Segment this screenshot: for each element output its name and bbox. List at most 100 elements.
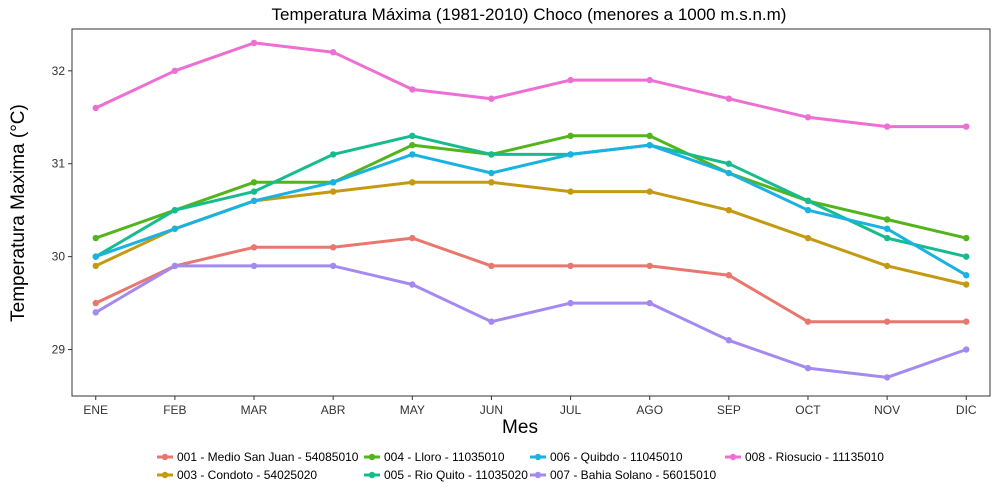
series-layer bbox=[92, 39, 970, 381]
data-point bbox=[329, 151, 337, 158]
y-axis-label: Temperatura Maxima (°C) bbox=[8, 104, 29, 322]
y-tick-label: 31 bbox=[52, 157, 66, 171]
data-point bbox=[725, 160, 733, 167]
data-point bbox=[725, 206, 733, 214]
data-point bbox=[725, 337, 733, 344]
legend-label: 004 - Lloro - 11035010 bbox=[384, 450, 505, 464]
data-point bbox=[725, 272, 733, 279]
data-point bbox=[883, 234, 891, 242]
legend-label: 007 - Bahia Solano - 56015010 bbox=[550, 468, 716, 482]
data-point bbox=[171, 262, 179, 270]
data-point bbox=[804, 234, 812, 242]
legend-item: 005 - Rio Quito - 11035020 bbox=[364, 468, 528, 482]
data-point bbox=[409, 179, 416, 186]
x-tick-label-jun: JUN bbox=[480, 403, 503, 417]
data-point bbox=[329, 49, 337, 56]
data-point bbox=[963, 123, 970, 130]
series-7 bbox=[92, 39, 970, 130]
data-point bbox=[963, 272, 970, 279]
legend: 001 - Medio San Juan - 54085010 003 - Con… bbox=[157, 450, 884, 482]
data-point bbox=[646, 299, 653, 307]
data-point bbox=[725, 95, 733, 102]
x-tick-label-ago: AGO bbox=[636, 403, 663, 417]
data-point bbox=[409, 141, 416, 149]
data-point bbox=[804, 364, 812, 372]
data-point bbox=[92, 262, 99, 270]
x-tick-label-abr: ABR bbox=[321, 403, 346, 417]
series-line bbox=[94, 264, 967, 379]
x-tick-label-nov: NOV bbox=[874, 403, 900, 417]
data-point bbox=[646, 141, 653, 149]
data-point bbox=[329, 179, 337, 186]
data-point bbox=[646, 76, 653, 84]
data-point bbox=[883, 262, 891, 270]
data-point bbox=[646, 132, 653, 140]
x-tick-label-ene: ENE bbox=[83, 403, 108, 417]
data-point bbox=[804, 197, 812, 205]
legend-item: 001 - Medio San Juan - 54085010 bbox=[157, 450, 359, 464]
data-point bbox=[804, 318, 812, 325]
data-point bbox=[488, 179, 495, 186]
legend-swatch-point bbox=[368, 471, 376, 479]
data-point bbox=[804, 206, 812, 214]
series-line bbox=[95, 41, 967, 129]
data-point bbox=[883, 318, 891, 325]
x-tick-label-oct: OCT bbox=[795, 403, 821, 417]
legend-label: 005 - Rio Quito - 11035020 bbox=[384, 468, 528, 482]
data-point bbox=[646, 188, 653, 195]
y-axis: 29 30 31 32 bbox=[52, 64, 72, 357]
data-point bbox=[171, 67, 179, 75]
chart-title: Temperatura Máxima (1981-2010) Choco (me… bbox=[272, 5, 787, 24]
x-tick-label-may: MAY bbox=[400, 403, 425, 417]
y-tick-label: 30 bbox=[52, 250, 66, 264]
legend-label: 008 - Riosucio - 11135010 bbox=[745, 450, 884, 464]
data-point bbox=[250, 197, 258, 205]
series-line bbox=[95, 236, 967, 324]
data-point bbox=[567, 132, 574, 140]
legend-swatch-point bbox=[368, 453, 376, 461]
legend-label: 003 - Condoto - 54025020 bbox=[177, 468, 317, 482]
data-point bbox=[488, 169, 495, 177]
legend-item: 008 - Riosucio - 11135010 bbox=[725, 450, 884, 464]
data-point bbox=[92, 234, 99, 242]
data-point bbox=[963, 281, 970, 288]
x-tick-label-mar: MAR bbox=[241, 403, 268, 417]
data-point bbox=[883, 225, 891, 232]
data-point bbox=[409, 132, 416, 140]
legend-item: 007 - Bahia Solano - 56015010 bbox=[530, 468, 716, 482]
data-point bbox=[567, 151, 574, 158]
legend-item: 004 - Lloro - 11035010 bbox=[364, 450, 505, 464]
data-point bbox=[409, 151, 416, 158]
data-point bbox=[329, 262, 337, 270]
data-point bbox=[804, 114, 812, 121]
legend-item: 003 - Condoto - 54025020 bbox=[157, 468, 317, 482]
data-point bbox=[488, 95, 495, 102]
x-tick-label-jul: JUL bbox=[560, 403, 582, 417]
data-point bbox=[250, 179, 258, 186]
data-point bbox=[567, 188, 574, 195]
data-point bbox=[883, 123, 891, 130]
data-point bbox=[250, 244, 258, 251]
data-point bbox=[567, 262, 574, 270]
legend-swatch-point bbox=[729, 453, 737, 461]
data-point bbox=[171, 225, 179, 232]
y-tick-label: 32 bbox=[52, 64, 66, 78]
series-6 bbox=[92, 262, 970, 381]
data-point bbox=[488, 262, 495, 270]
data-point bbox=[963, 253, 970, 260]
data-point bbox=[92, 299, 99, 307]
data-point bbox=[488, 151, 495, 158]
legend-label: 006 - Quibdo - 11045010 bbox=[550, 450, 683, 464]
data-point bbox=[92, 309, 99, 316]
data-point bbox=[488, 318, 495, 325]
data-point bbox=[329, 188, 337, 195]
data-point bbox=[725, 169, 733, 177]
data-point bbox=[409, 234, 416, 242]
data-point bbox=[646, 262, 653, 270]
data-point bbox=[250, 262, 258, 270]
y-tick-label: 29 bbox=[52, 343, 66, 357]
legend-swatch-point bbox=[161, 453, 169, 461]
data-point bbox=[171, 206, 179, 214]
data-point bbox=[883, 374, 891, 381]
